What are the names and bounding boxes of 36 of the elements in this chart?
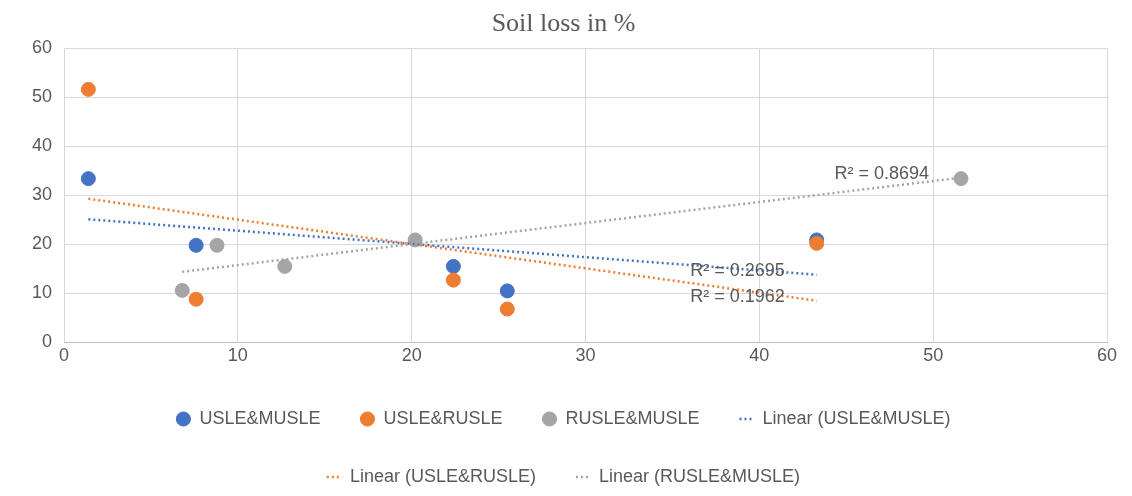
annotation: R² = 0.1962: [690, 285, 785, 306]
point: [80, 81, 96, 97]
x-tick-label: 20: [401, 345, 422, 366]
y-tick-label: 20: [31, 233, 53, 254]
point: [188, 237, 204, 253]
legend-label: Linear (USLE&MUSLE): [762, 407, 951, 428]
y-tick-label: 30: [31, 184, 53, 205]
x-tick-label: 0: [59, 345, 70, 366]
point: [445, 258, 461, 274]
point: [174, 282, 190, 298]
legend-label: USLE&MUSLE: [199, 407, 321, 428]
x-tick-label: 40: [749, 345, 770, 366]
point: [209, 237, 225, 253]
legend-label: RUSLE&MUSLE: [565, 407, 700, 428]
legend-label: Linear (USLE&RUSLE): [349, 465, 537, 486]
x-tick-label: 30: [575, 345, 596, 366]
y-tick-label: 10: [31, 282, 53, 303]
point: [953, 171, 969, 187]
y-tick-label: 50: [31, 86, 53, 107]
y-tick-label: 60: [31, 37, 53, 58]
y-tick-label: 0: [42, 331, 53, 352]
point: [499, 283, 515, 299]
point: [80, 171, 96, 187]
annotation: R² = 0.2695: [690, 259, 785, 280]
legend-label: Linear (RUSLE&MUSLE): [599, 465, 801, 486]
annotation: R² = 0.8694: [834, 162, 929, 183]
y-tick-label: 40: [31, 135, 53, 156]
point: [188, 291, 204, 307]
point: [445, 272, 461, 288]
legend-label: USLE&RUSLE: [383, 407, 503, 428]
x-tick-label: 50: [923, 345, 944, 366]
chart-title: Soil loss in %: [491, 8, 636, 38]
x-tick-label: 60: [1096, 345, 1118, 366]
x-tick-label: 10: [227, 345, 248, 366]
point: [277, 258, 293, 274]
point: [499, 301, 515, 317]
